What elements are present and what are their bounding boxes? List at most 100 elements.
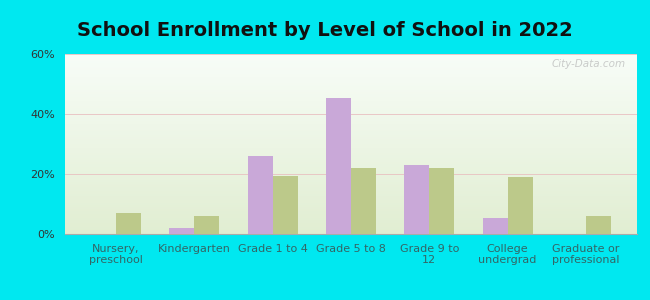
- Bar: [65, 124, 637, 126]
- Bar: [65, 166, 637, 167]
- Bar: [65, 94, 637, 95]
- Bar: [586, 216, 611, 234]
- Bar: [65, 59, 637, 61]
- Bar: [169, 228, 194, 234]
- Bar: [65, 189, 637, 191]
- Bar: [65, 193, 637, 194]
- Bar: [65, 212, 637, 214]
- Bar: [65, 77, 637, 79]
- Bar: [65, 137, 637, 139]
- Bar: [65, 153, 637, 155]
- Bar: [65, 198, 637, 200]
- Bar: [65, 83, 637, 85]
- Bar: [508, 177, 533, 234]
- Bar: [65, 148, 637, 149]
- Bar: [65, 191, 637, 193]
- Bar: [65, 167, 637, 169]
- Bar: [65, 74, 637, 76]
- Bar: [65, 214, 637, 216]
- Bar: [65, 221, 637, 223]
- Bar: [65, 176, 637, 178]
- Bar: [65, 135, 637, 137]
- Bar: [65, 158, 637, 160]
- Bar: [65, 117, 637, 119]
- Bar: [65, 184, 637, 185]
- Bar: [65, 119, 637, 121]
- Bar: [65, 79, 637, 81]
- Bar: [65, 225, 637, 227]
- Bar: [65, 140, 637, 142]
- Bar: [65, 128, 637, 130]
- Bar: [65, 85, 637, 86]
- Bar: [116, 213, 141, 234]
- Bar: [65, 207, 637, 209]
- Bar: [65, 144, 637, 146]
- Bar: [65, 146, 637, 148]
- Bar: [65, 130, 637, 131]
- Bar: [65, 81, 637, 83]
- Bar: [65, 160, 637, 162]
- Bar: [65, 173, 637, 175]
- Bar: [65, 139, 637, 140]
- Bar: [326, 98, 351, 234]
- Bar: [65, 90, 637, 92]
- Bar: [65, 70, 637, 72]
- Bar: [65, 142, 637, 144]
- Bar: [65, 103, 637, 104]
- Bar: [65, 99, 637, 101]
- Bar: [65, 54, 637, 56]
- Bar: [65, 194, 637, 196]
- Bar: [273, 176, 298, 234]
- Bar: [65, 86, 637, 88]
- Bar: [65, 106, 637, 108]
- Bar: [65, 203, 637, 205]
- Bar: [65, 151, 637, 153]
- Bar: [65, 95, 637, 97]
- Bar: [65, 178, 637, 180]
- Bar: [65, 205, 637, 207]
- Bar: [429, 168, 454, 234]
- Bar: [65, 72, 637, 74]
- Bar: [65, 67, 637, 68]
- Bar: [65, 164, 637, 166]
- Bar: [65, 175, 637, 176]
- Bar: [65, 113, 637, 115]
- Bar: [65, 229, 637, 230]
- Bar: [65, 122, 637, 124]
- Bar: [194, 216, 220, 234]
- Bar: [65, 216, 637, 218]
- Bar: [65, 230, 637, 232]
- Bar: [65, 180, 637, 182]
- Bar: [65, 196, 637, 198]
- Text: City-Data.com: City-Data.com: [551, 59, 625, 69]
- Bar: [65, 65, 637, 67]
- Bar: [65, 112, 637, 113]
- Bar: [65, 110, 637, 112]
- Bar: [65, 182, 637, 184]
- Bar: [65, 185, 637, 187]
- Bar: [65, 149, 637, 151]
- Bar: [65, 63, 637, 65]
- Bar: [65, 115, 637, 117]
- Bar: [65, 211, 637, 212]
- Bar: [65, 220, 637, 221]
- Bar: [65, 126, 637, 128]
- Bar: [65, 200, 637, 202]
- Bar: [65, 133, 637, 135]
- Bar: [351, 168, 376, 234]
- Bar: [65, 169, 637, 171]
- Bar: [65, 61, 637, 63]
- Bar: [248, 156, 273, 234]
- Bar: [482, 218, 508, 234]
- Bar: [65, 131, 637, 133]
- Bar: [65, 108, 637, 110]
- Bar: [65, 232, 637, 234]
- Text: School Enrollment by Level of School in 2022: School Enrollment by Level of School in …: [77, 21, 573, 40]
- Bar: [65, 187, 637, 189]
- Bar: [65, 76, 637, 77]
- Bar: [65, 58, 637, 59]
- Bar: [65, 68, 637, 70]
- Bar: [65, 227, 637, 229]
- Bar: [65, 92, 637, 94]
- Bar: [65, 223, 637, 225]
